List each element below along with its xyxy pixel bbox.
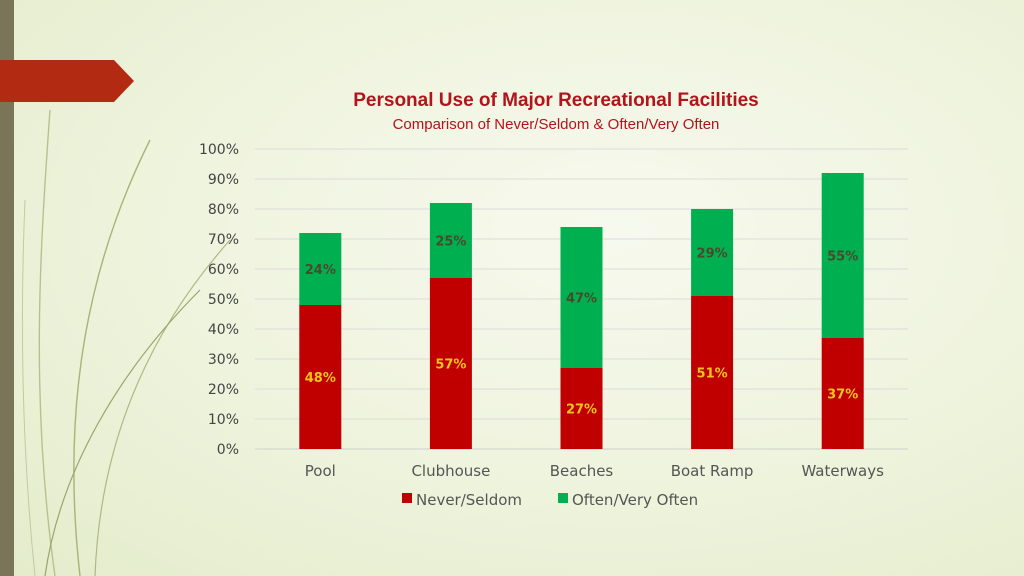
title-flag-shape xyxy=(0,60,134,102)
legend-swatch-never-seldom xyxy=(402,493,412,503)
legend-label-often-very-often: Often/Very Often xyxy=(572,491,698,509)
data-label-never-seldom: 48% xyxy=(305,371,336,386)
y-tick-label: 20% xyxy=(208,382,239,398)
y-tick-label: 70% xyxy=(208,232,239,248)
bar-often-very-often xyxy=(691,209,734,296)
bar-often-very-often xyxy=(821,173,864,338)
y-tick-label: 10% xyxy=(208,412,239,428)
y-tick-label: 50% xyxy=(208,292,239,308)
y-tick-label: 0% xyxy=(217,442,239,458)
data-label-never-seldom: 37% xyxy=(827,388,858,403)
y-tick-label: 40% xyxy=(208,322,239,338)
y-tick-label: 100% xyxy=(199,142,239,158)
data-label-often-very-often: 29% xyxy=(697,247,728,262)
data-label-often-very-often: 24% xyxy=(305,263,336,278)
chart-title: Personal Use of Major Recreational Facil… xyxy=(353,90,758,111)
data-label-often-very-often: 55% xyxy=(827,250,858,265)
chart-subtitle: Comparison of Never/Seldom & Often/Very … xyxy=(393,116,720,133)
x-tick-label: Waterways xyxy=(801,462,884,480)
bar-never-seldom xyxy=(821,338,864,449)
y-tick-label: 80% xyxy=(208,202,239,218)
x-tick-label: Beaches xyxy=(550,462,614,480)
x-tick-label: Boat Ramp xyxy=(671,462,754,480)
legend-label-never-seldom: Never/Seldom xyxy=(416,491,522,509)
bar-often-very-often xyxy=(429,203,472,278)
legend-swatch-often-very-often xyxy=(558,493,568,503)
bar-never-seldom xyxy=(429,278,472,449)
y-axis: 0% 10% 20% 30% 40% 50% 60% 70% 80% 90% 100% xyxy=(199,142,239,458)
bar-often-very-often xyxy=(560,227,603,368)
data-label-never-seldom: 57% xyxy=(435,358,466,373)
legend: Never/Seldom Often/Very Often xyxy=(402,491,698,509)
decorative-grass-lines xyxy=(21,109,231,576)
y-tick-label: 30% xyxy=(208,352,239,368)
bar-often-very-often xyxy=(299,233,342,305)
left-accent-bar xyxy=(0,0,14,576)
bar-never-seldom xyxy=(691,296,734,449)
x-tick-label: Pool xyxy=(305,462,336,480)
data-label-often-very-often: 47% xyxy=(566,292,597,307)
bar-never-seldom xyxy=(299,305,342,449)
bars: 48% 24% 57% 25% 27% 47% 51% 29% 37% 55% xyxy=(299,173,864,449)
x-tick-label: Clubhouse xyxy=(411,462,490,480)
y-tick-label: 60% xyxy=(208,262,239,278)
data-label-never-seldom: 27% xyxy=(566,403,597,418)
x-axis: Pool Clubhouse Beaches Boat Ramp Waterways xyxy=(305,462,884,480)
y-tick-label: 90% xyxy=(208,172,239,188)
bar-never-seldom xyxy=(560,368,603,449)
data-label-often-very-often: 25% xyxy=(435,235,466,250)
data-label-never-seldom: 51% xyxy=(697,367,728,382)
